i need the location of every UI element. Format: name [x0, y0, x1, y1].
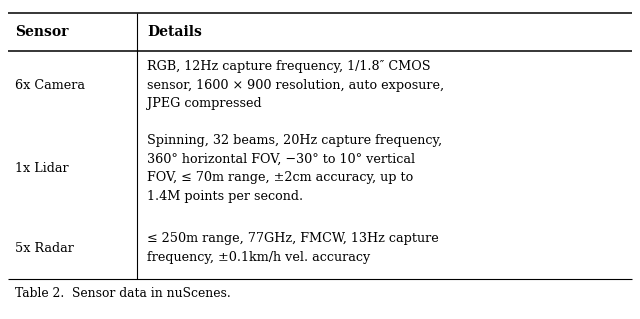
Text: JPEG compressed: JPEG compressed: [147, 97, 262, 110]
Text: sensor, 1600 × 900 resolution, auto exposure,: sensor, 1600 × 900 resolution, auto expo…: [147, 79, 444, 92]
Text: 1x Lidar: 1x Lidar: [15, 162, 69, 175]
Text: 5x Radar: 5x Radar: [15, 241, 74, 255]
Text: FOV, ≤ 70m range, ±2cm accuracy, up to: FOV, ≤ 70m range, ±2cm accuracy, up to: [147, 171, 413, 184]
Text: RGB, 12Hz capture frequency, 1/1.8″ CMOS: RGB, 12Hz capture frequency, 1/1.8″ CMOS: [147, 60, 431, 73]
Text: 6x Camera: 6x Camera: [15, 79, 85, 92]
Text: Spinning, 32 beams, 20Hz capture frequency,: Spinning, 32 beams, 20Hz capture frequen…: [147, 134, 442, 147]
Text: Sensor: Sensor: [15, 25, 68, 39]
Text: ≤ 250m range, 77GHz, FMCW, 13Hz capture: ≤ 250m range, 77GHz, FMCW, 13Hz capture: [147, 232, 439, 245]
Text: frequency, ±0.1km/h vel. accuracy: frequency, ±0.1km/h vel. accuracy: [147, 251, 371, 264]
Text: Details: Details: [147, 25, 202, 39]
Text: Table 2.  Sensor data in nuScenes.: Table 2. Sensor data in nuScenes.: [15, 287, 231, 300]
Text: 1.4M points per second.: 1.4M points per second.: [147, 189, 303, 203]
Text: 360° horizontal FOV, −30° to 10° vertical: 360° horizontal FOV, −30° to 10° vertica…: [147, 152, 415, 166]
